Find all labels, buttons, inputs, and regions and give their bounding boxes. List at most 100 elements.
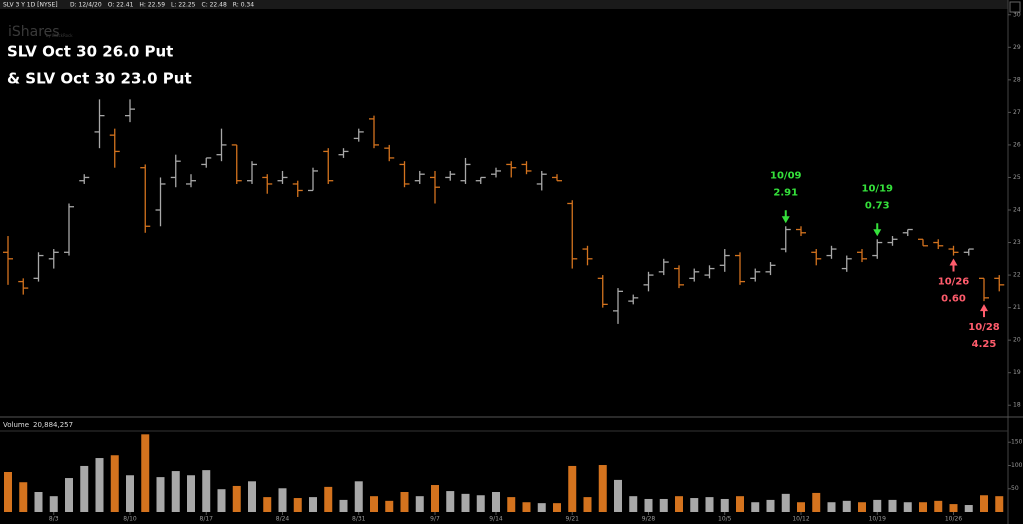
y-tick-label: 26 [1013,141,1021,148]
volume-bar [583,497,592,512]
x-tick-label: 8/17 [200,516,214,523]
y-tick-label: 30 [1013,11,1021,18]
volume-bar [354,481,363,512]
volume-bar [964,505,973,512]
annotation-price: 0.73 [865,200,890,211]
volume-bar [293,498,302,512]
y-tick-label: 23 [1013,239,1021,246]
x-tick-label: 8/24 [276,516,290,523]
volume-bar [202,470,211,512]
header-field: R: 0.34 [233,2,254,9]
header-field: D: 12/4/20 [70,2,102,9]
volume-bar [766,499,775,512]
volume-bar [19,482,28,512]
volume-bar [400,492,409,512]
volume-bar [324,486,333,512]
y-tick-label: 100 [1011,462,1023,469]
volume-bar [415,496,424,512]
volume-bar [278,488,287,512]
volume-bar [217,489,226,512]
x-tick-label: 9/21 [566,516,580,523]
volume-value: 20,884,257 [33,421,73,429]
volume-bar [644,498,653,512]
volume-bar [995,496,1004,512]
volume-bar [4,472,12,512]
y-tick-label: 50 [1011,485,1019,492]
volume-bar [781,493,790,512]
volume-bar [690,498,699,512]
volume-title: Volume [3,421,29,429]
annotation-date: 10/28 [968,322,1000,333]
chart-subtitle: & SLV Oct 30 23.0 Put [7,70,192,88]
y-tick-label: 25 [1013,174,1021,181]
annotation-arrow [980,304,988,318]
y-tick-label: 28 [1013,76,1021,83]
volume-bar [949,504,958,512]
volume-bar [720,498,729,512]
y-tick-label: 18 [1013,402,1021,409]
volume-bar [339,499,348,512]
volume-bar [232,485,241,512]
y-tick-label: 29 [1013,44,1021,51]
y-tick-label: 150 [1011,439,1023,446]
x-tick-label: 10/12 [792,516,809,523]
volume-bar [263,497,272,512]
header-field: O: 22.41 [108,2,134,9]
watermark: iShares [8,24,60,40]
volume-bar [461,493,470,512]
volume-bar [751,502,760,512]
x-tick-label: 9/14 [489,516,503,523]
header-field: L: 22.25 [171,2,196,9]
volume-bar [522,502,531,512]
volume-bar [110,455,119,512]
annotation-price: 2.91 [773,187,798,198]
y-tick-label: 20 [1013,337,1021,344]
y-tick-label: 22 [1013,272,1021,279]
volume-bar [446,491,455,512]
x-tick-label: 10/19 [869,516,886,523]
volume-bar [903,502,912,512]
volume-bar [537,503,546,512]
volume-bar [675,496,683,512]
y-tick-label: 24 [1013,207,1021,214]
volume-bar [827,502,836,512]
annotation-date: 10/26 [938,277,970,288]
y-tick-label: 19 [1013,369,1021,376]
x-tick-label: 9/7 [430,516,440,523]
volume-bar [873,499,882,512]
volume-bar [385,500,394,512]
volume-bar [156,477,165,512]
volume-bar [614,479,622,512]
volume-bar [492,492,500,512]
volume-bar [858,502,866,512]
header-field: C: 22.48 [202,2,227,9]
symbol: SLV 3 Y 1D [NYSE] [3,2,58,9]
volume-bar [736,496,744,512]
annotation-date: 10/19 [862,183,894,194]
y-tick-label: 21 [1013,304,1021,311]
volume-bar [659,498,668,512]
x-tick-label: 10/26 [945,516,962,523]
volume-bar [598,465,607,512]
volume-bar [507,497,516,512]
volume-bar [797,502,805,512]
corner-icon[interactable] [1009,1,1021,13]
volume-bar [187,475,195,512]
annotation-price: 4.25 [972,339,997,350]
volume-bar [476,495,485,512]
volume-bar [141,434,150,512]
volume-bar [934,500,943,512]
volume-bar [171,471,180,512]
x-tick-label: 8/31 [352,516,366,523]
volume-bar [49,496,58,512]
volume-bar [812,492,821,512]
annotation-arrow [781,210,790,224]
watermark-sub: by BlackRock [46,33,73,38]
x-tick-label: 8/3 [49,516,59,523]
volume-bar [431,485,439,512]
volume-bar [370,496,378,512]
volume-bar [34,492,43,512]
annotation-price: 0.60 [941,294,966,305]
